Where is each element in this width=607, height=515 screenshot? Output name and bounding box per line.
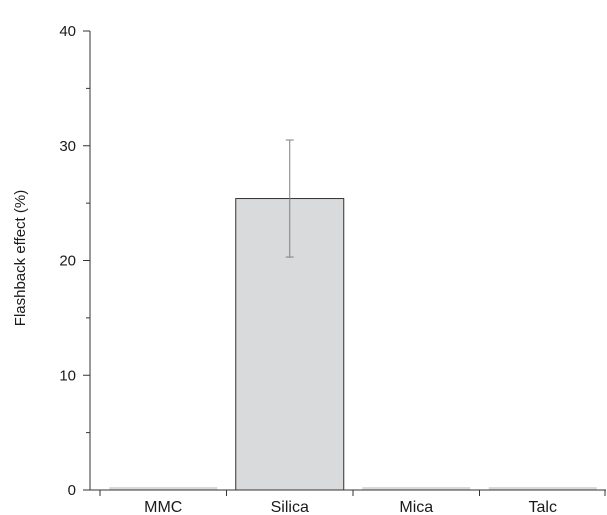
- bar-silica: [235, 198, 345, 491]
- bar-mmc: [109, 487, 218, 490]
- y-tick-label: 30: [59, 138, 76, 155]
- x-tick-label-mmc: MMC: [144, 499, 182, 515]
- x-tick-label-mica: Mica: [399, 499, 433, 515]
- y-tick-label: 0: [68, 482, 76, 499]
- bar-mica: [362, 487, 471, 490]
- error-bars: [285, 139, 294, 258]
- y-tick-label: 40: [59, 23, 76, 40]
- y-tick-label: 10: [59, 367, 76, 384]
- x-tick-label-talc: Talc: [529, 499, 557, 515]
- x-axis: MMC Silica Mica Talc: [90, 489, 606, 515]
- x-tick-label-silica: Silica: [271, 499, 309, 515]
- y-axis-ticks: 0 10 20 30 40: [59, 23, 90, 499]
- y-tick-label: 20: [59, 253, 76, 270]
- bar-talc: [488, 487, 597, 490]
- bars: [109, 198, 597, 491]
- y-axis-title: Flashback effect (%): [12, 190, 29, 326]
